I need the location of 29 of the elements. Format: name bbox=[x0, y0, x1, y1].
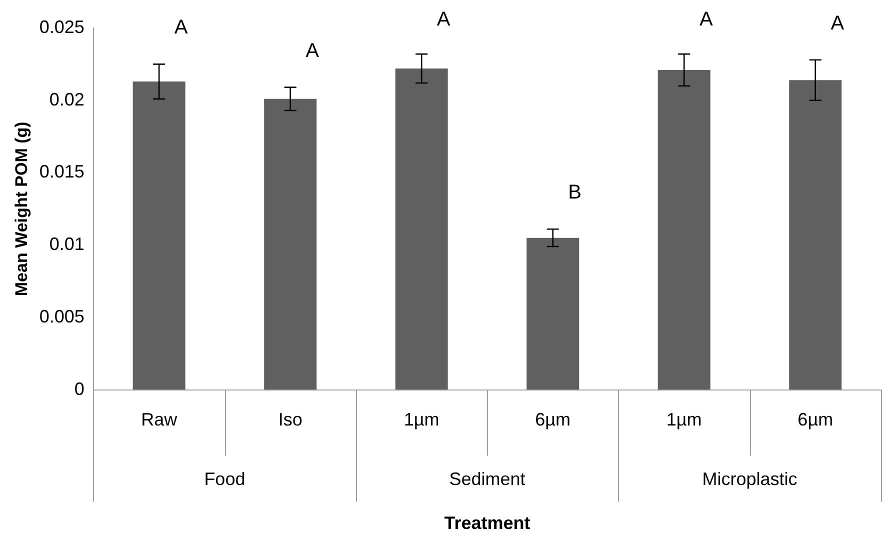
bar bbox=[132, 82, 186, 390]
data-label: A bbox=[830, 12, 845, 34]
data-label: A bbox=[699, 8, 714, 31]
y-tick-label: 0 bbox=[74, 378, 84, 399]
bar bbox=[526, 238, 580, 390]
text: Food bbox=[204, 468, 246, 489]
text: Microplastic bbox=[702, 468, 798, 489]
x-tick-label: Iso bbox=[278, 410, 302, 430]
y-axis-title: Mean Weight POM (g) bbox=[12, 122, 31, 296]
y-tick-label: 0.02 bbox=[49, 89, 84, 110]
text: Sediment bbox=[449, 468, 526, 489]
data-label: A bbox=[306, 40, 320, 62]
bar bbox=[658, 70, 710, 390]
x-tick-label: 6µm bbox=[535, 410, 571, 430]
data-label: B bbox=[568, 182, 582, 204]
x-tick-label: 1µm bbox=[404, 410, 440, 430]
x-tick-label: 1µm bbox=[666, 410, 702, 430]
x-tick-label: 6µm bbox=[798, 410, 834, 430]
data-label: A bbox=[436, 8, 451, 31]
bar bbox=[264, 98, 317, 390]
bar bbox=[395, 68, 448, 390]
bar bbox=[789, 80, 842, 390]
y-tick-label: 0.025 bbox=[39, 16, 84, 37]
y-tick-label: 0.01 bbox=[49, 234, 84, 254]
x-axis-title: Treatment bbox=[444, 513, 530, 534]
data-label: A bbox=[174, 16, 188, 39]
x-tick-label: Raw bbox=[141, 410, 178, 430]
y-tick-label: 0.005 bbox=[39, 306, 84, 326]
y-tick-label: 0.015 bbox=[39, 162, 84, 182]
